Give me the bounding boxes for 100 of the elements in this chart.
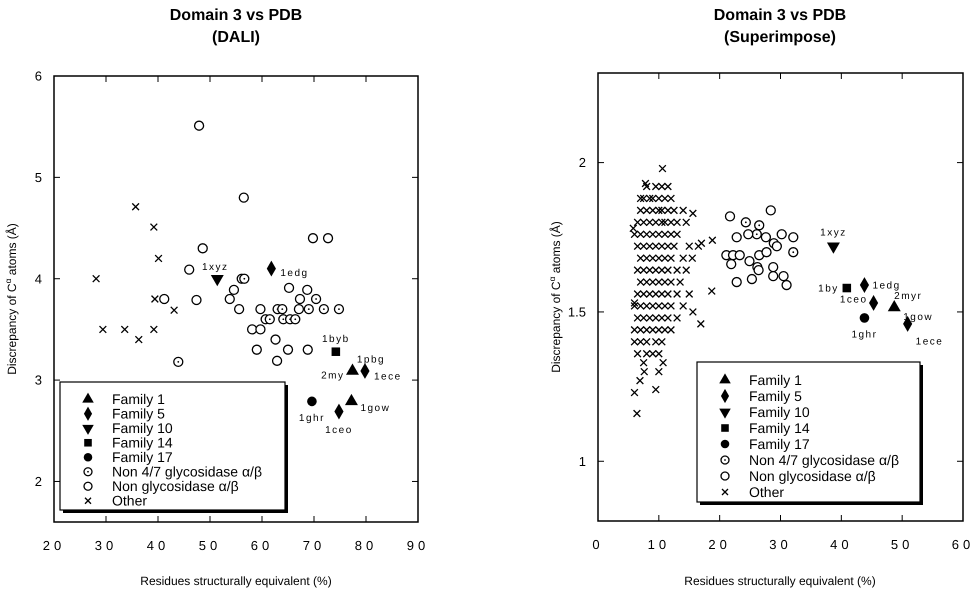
legend-label: Other [749,484,784,500]
point [761,247,772,258]
legend-label: Family 17 [112,449,173,466]
point [194,120,204,131]
x-tick-label: 20 [708,537,731,552]
point [778,270,789,282]
annotation: 1ece [374,371,402,382]
point [198,243,208,254]
point [302,284,312,296]
y-tick-label: 2 [34,474,42,490]
legend-label: Other [112,492,148,509]
annotation: 1gow [360,402,390,414]
point [744,256,755,266]
annotation: 1edg [872,280,901,292]
point [239,274,250,284]
x-axis-title: Residues structurally equivalent (%) [684,574,876,588]
legend-label: Family 1 [749,372,802,388]
x-tick-label: 40 [830,537,853,552]
point [332,347,340,356]
point [255,324,266,335]
legend-label: Family 1 [112,391,166,408]
point [264,314,275,324]
y-tick-label: 2 [578,155,586,170]
point [726,258,736,270]
x-tick-label: 0 [592,537,604,552]
point [150,223,158,232]
x-tick-label: 90 [406,538,430,553]
annotation: 1xyz [820,228,847,239]
legend-label: Family 5 [749,388,802,404]
point [842,284,852,292]
point [277,304,288,314]
point [732,232,742,242]
point [134,336,143,344]
point [234,304,244,314]
legend-label: Non 4/7 glycosidase α/β [112,464,262,480]
annotation: 1xyz [202,262,229,274]
point [272,356,282,366]
legend-label: Family 14 [112,434,173,451]
annotation: 1ceo [325,425,353,436]
y-tick-label: 4 [34,271,42,286]
legend-label: Non glycosidase α/β [112,478,239,494]
annotation: 1ghr [851,329,878,340]
point [255,304,266,314]
y-tick-label: 6 [34,68,42,84]
x-tick-label: 40 [146,538,170,553]
legend-label: Non 4/7 glycosidase α/β [749,452,900,468]
point [724,211,736,222]
x-axis-title: Residues structurally equivalent (%) [140,574,332,588]
y-tick-label: 1 [578,454,586,469]
point [159,294,170,304]
y-tick-label: 3 [34,372,42,388]
point [294,304,304,314]
point [318,304,330,314]
annotation: 1ece [916,336,944,348]
point [740,217,751,228]
point [776,229,787,240]
point [246,324,258,335]
point [270,334,281,345]
point [282,344,294,355]
point [98,325,107,334]
y-tick-label: 5 [34,170,42,185]
chart-title: Domain 3 vs PDB [714,7,846,24]
point [734,250,745,260]
point [228,284,240,296]
point [753,264,764,276]
point [154,254,163,262]
point [308,233,318,244]
point [768,262,778,272]
point [766,205,776,216]
annotation: 1ghr [298,412,325,424]
point [150,325,158,334]
point [788,232,798,242]
x-tick-label: 30 [769,537,792,552]
legend-label: Family 14 [749,420,810,436]
point [294,294,306,304]
x-tick-label: 80 [354,538,378,553]
point [173,356,184,367]
point [302,344,313,355]
point [752,229,762,240]
chart-title: Domain 3 vs PDB [170,7,302,24]
chart-subtitle: (Superimpose) [724,29,836,46]
point [768,270,778,282]
x-tick-label: 60 [250,538,274,553]
point [150,294,159,304]
point [781,280,792,290]
point [290,314,300,324]
annotation: 1pbg [356,354,386,366]
point [732,276,742,288]
annotation: 1byb [322,334,350,346]
point [788,247,798,258]
point [120,325,129,334]
point [170,306,178,314]
point [284,282,294,293]
point [224,294,235,304]
x-tick-label: 70 [302,538,326,553]
point [334,304,344,314]
point [772,241,782,252]
legend-label: Family 10 [112,420,173,436]
annotation: 2myr [894,290,922,302]
point [304,304,314,314]
